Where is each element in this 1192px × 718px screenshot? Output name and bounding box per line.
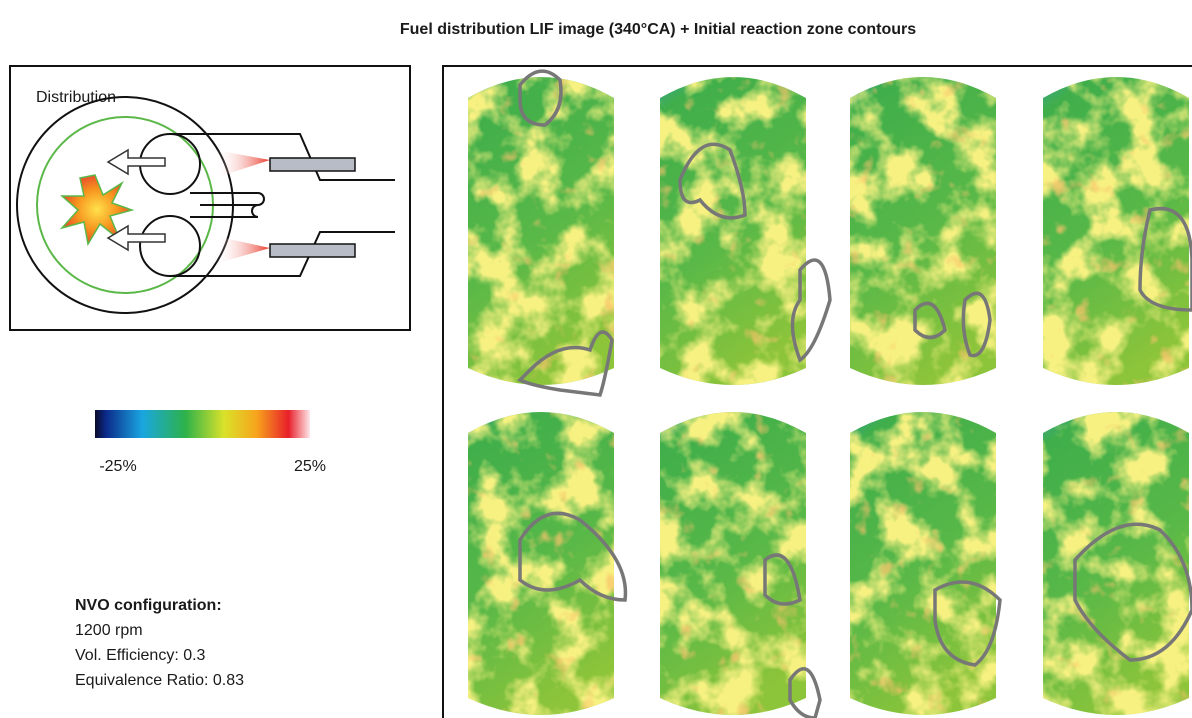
config-line: 1200 rpm — [75, 622, 143, 639]
reaction-contour — [913, 301, 947, 340]
reaction-contour — [1138, 206, 1192, 312]
arrow — [106, 148, 166, 176]
lif-image — [1043, 77, 1189, 385]
injector — [269, 243, 356, 258]
reaction-contour — [518, 69, 563, 127]
reaction-contour — [933, 580, 1002, 667]
lif-image — [468, 77, 614, 385]
image-texture — [468, 412, 614, 715]
reaction-contour — [678, 142, 747, 220]
lif-image — [850, 77, 996, 385]
colorbar-max: 25% — [294, 458, 326, 475]
schematic-frame — [9, 65, 411, 331]
image-texture — [1043, 77, 1189, 385]
image-texture — [660, 412, 806, 715]
lif-image — [1043, 412, 1189, 715]
injector — [269, 157, 356, 172]
reaction-contour — [763, 553, 802, 606]
lif-images — [468, 69, 1192, 718]
config-line: Vol. Efficiency: 0.3 — [75, 647, 206, 664]
title: Fuel distribution LIF image (340°CA) + I… — [400, 21, 916, 38]
reaction-contour — [790, 258, 832, 363]
image-texture — [850, 77, 996, 385]
spray — [215, 236, 270, 264]
config-line: Equivalence Ratio: 0.83 — [75, 672, 244, 689]
reaction-contour — [1073, 522, 1192, 662]
reaction-contour — [517, 330, 614, 397]
spray — [215, 150, 270, 178]
colorbar-min: -25% — [99, 458, 136, 475]
image-texture — [850, 412, 996, 715]
flame — [59, 174, 135, 247]
reaction-contour — [961, 291, 992, 358]
reaction-contour — [788, 667, 822, 718]
reaction-contour — [518, 511, 628, 602]
arrow — [106, 224, 166, 252]
image-texture — [468, 77, 614, 385]
image-texture — [1043, 412, 1189, 715]
config-heading: NVO configuration: — [75, 597, 222, 614]
lif-image — [660, 412, 806, 715]
image-frame — [442, 65, 1192, 718]
image-texture — [660, 77, 806, 385]
lif-image — [468, 412, 614, 715]
schematic-drawing — [16, 96, 395, 314]
lif-image — [660, 77, 806, 385]
schematic-label: Distribution — [36, 89, 116, 106]
colorbar — [95, 410, 310, 438]
lif-image — [850, 412, 996, 715]
